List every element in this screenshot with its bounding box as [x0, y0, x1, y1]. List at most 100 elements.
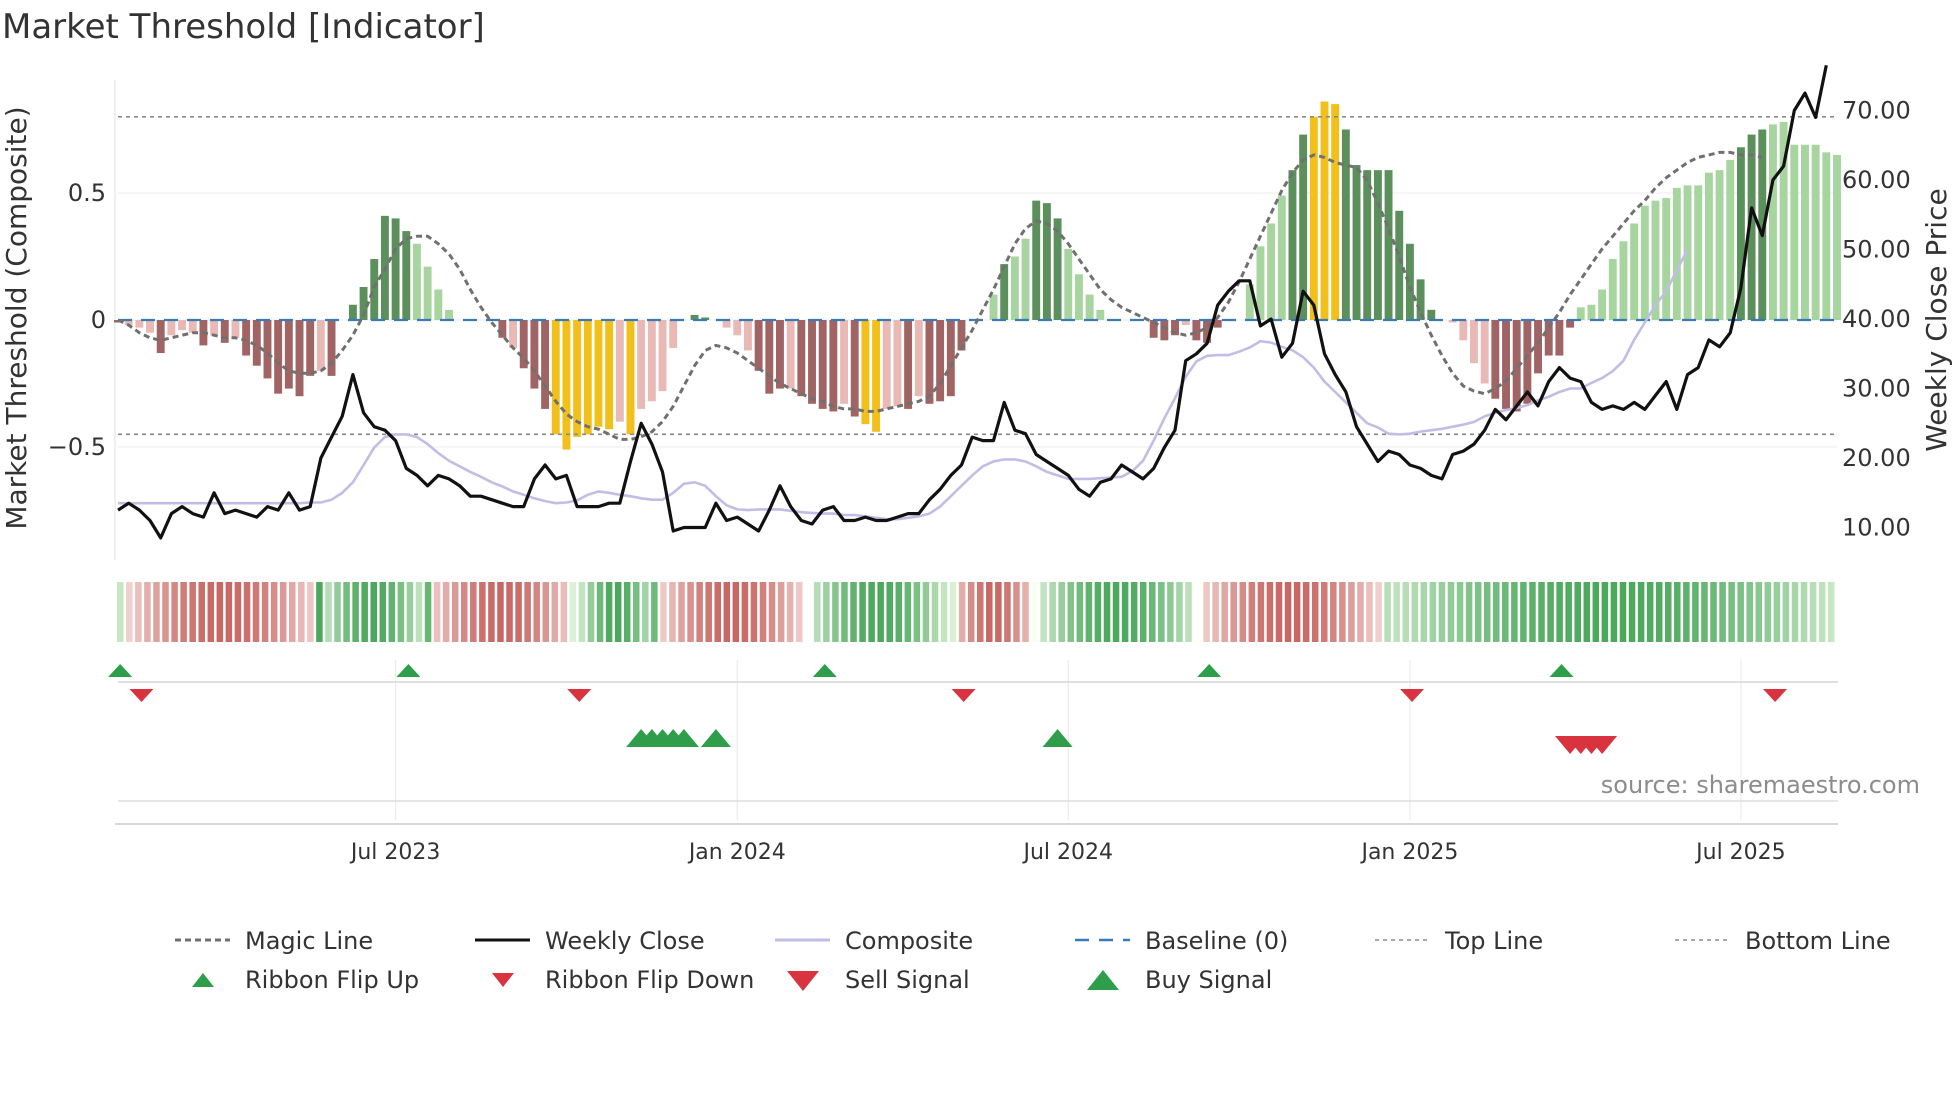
ribbon-segment [805, 582, 812, 642]
ribbon-segment [1013, 582, 1020, 642]
ribbon-segment [750, 582, 758, 642]
ribbon-segment [1103, 582, 1111, 642]
ribbon-segment [352, 582, 359, 642]
ribbon-segment [1782, 582, 1790, 642]
composite-bar [509, 320, 517, 348]
composite-bar [413, 243, 421, 320]
ribbon-segment [1420, 582, 1428, 642]
date-tick-labels: Jul 2023 Jan 2024 Jul 2024 Jan 2025 Jul 2025 [349, 840, 1786, 865]
composite-bar [904, 320, 913, 409]
ribbon-segment [1538, 582, 1545, 642]
ribbon-segment [850, 582, 857, 642]
composite-bar [989, 294, 998, 320]
composite-bar [1736, 147, 1745, 320]
ribbon-segment [1592, 582, 1600, 642]
composite-bar [1566, 320, 1575, 328]
ribbon-segment [705, 582, 712, 642]
ribbon-segment [1710, 582, 1717, 642]
ribbon-segment [1257, 582, 1265, 642]
ribbon-segment [859, 582, 866, 642]
composite-bar [1448, 320, 1457, 323]
legend-label-top: Top Line [1444, 927, 1543, 955]
composite-bar [423, 266, 432, 320]
ribbon-segment [198, 582, 205, 642]
ribbon-segment [1502, 582, 1509, 642]
ribbon-segment [1511, 582, 1518, 642]
composite-bar [1534, 320, 1542, 374]
composite-bar [1470, 320, 1478, 364]
composite-bar [1523, 320, 1532, 404]
ribbon-segment [777, 582, 785, 642]
ribbon-segment [587, 582, 595, 642]
composite-bar [1544, 320, 1553, 356]
ribbon-segment [922, 582, 930, 642]
ribbon-segment [225, 582, 233, 642]
ribbon-segment [1194, 582, 1201, 642]
ribbon-flip-up-marker [396, 664, 421, 677]
ribbon-segment [442, 582, 450, 642]
ribbon-segment [678, 582, 685, 642]
ribbon-flip-up-marker [1549, 664, 1574, 677]
legend-symbol-buy [1087, 970, 1119, 990]
ribbon-segment [316, 582, 323, 642]
ribbon-segment [569, 582, 577, 642]
ribbon-segment [877, 582, 884, 642]
ribbon-segment [614, 582, 622, 642]
right-tick-label: 70.00 [1842, 97, 1911, 125]
ribbon-segment [1022, 582, 1029, 642]
composite-bar [1341, 129, 1350, 320]
ribbon-segment [1112, 582, 1120, 642]
ribbon-segment [1520, 582, 1527, 642]
right-tick-label: 40.00 [1842, 305, 1911, 333]
right-tick-labels: 70.00 60.00 50.00 40.00 30.00 20.00 10.00 [1842, 97, 1911, 542]
composite-bar [1000, 264, 1009, 320]
ribbon-segment [515, 582, 522, 642]
ribbon-segment [832, 582, 839, 642]
legend-symbol-flip_up [192, 973, 214, 987]
ribbon-segment [995, 582, 1002, 642]
composite-bars [114, 101, 1841, 450]
legend-symbol-flip_down [492, 973, 514, 987]
ribbon-segment [1212, 582, 1219, 642]
composite-bar [1822, 152, 1831, 320]
ribbon-flip-down-marker [567, 689, 592, 702]
composite-bar [1598, 289, 1607, 320]
ribbon-segment [234, 582, 242, 642]
ribbon-segment [406, 582, 414, 642]
composite-bar [1726, 159, 1735, 320]
ribbon-segment [1203, 582, 1210, 642]
composite-bar [1758, 129, 1767, 320]
ribbon-segment [642, 582, 649, 642]
ribbon-segment [1167, 582, 1174, 642]
composite-bar [1576, 307, 1585, 320]
ribbon-segment [1800, 582, 1808, 642]
ribbon-segment [651, 582, 658, 642]
composite-bar [1480, 320, 1489, 384]
composite-bar [242, 320, 251, 356]
composite-bar [541, 320, 550, 409]
composite-bar [519, 320, 528, 369]
ribbon-segment [605, 582, 613, 642]
composite-bar [1747, 134, 1756, 320]
composite-bar [327, 320, 336, 376]
ribbon-segment [1646, 582, 1654, 642]
composite-bar [530, 320, 539, 389]
composite-bar [1074, 274, 1083, 320]
ribbon-segment [823, 582, 830, 642]
composite-bar [701, 317, 710, 320]
composite-bar [370, 259, 379, 320]
composite-bar [872, 320, 881, 432]
ribbon-segment [1339, 582, 1346, 642]
date-tick-label: Jan 2024 [687, 840, 786, 865]
composite-bar [1512, 320, 1521, 412]
buy-signal-marker [668, 729, 699, 747]
ribbon-segment [1049, 582, 1056, 642]
ribbon-segment [1637, 582, 1645, 642]
source-note: source: sharemaestro.com [1601, 771, 1920, 799]
ribbon-segment [1375, 582, 1382, 642]
ribbon-segment [370, 582, 377, 642]
left-tick-label: −0.5 [48, 433, 106, 461]
composite-bar [733, 320, 742, 336]
composite-bar [605, 320, 614, 430]
left-tick-label: 0.5 [68, 179, 106, 207]
